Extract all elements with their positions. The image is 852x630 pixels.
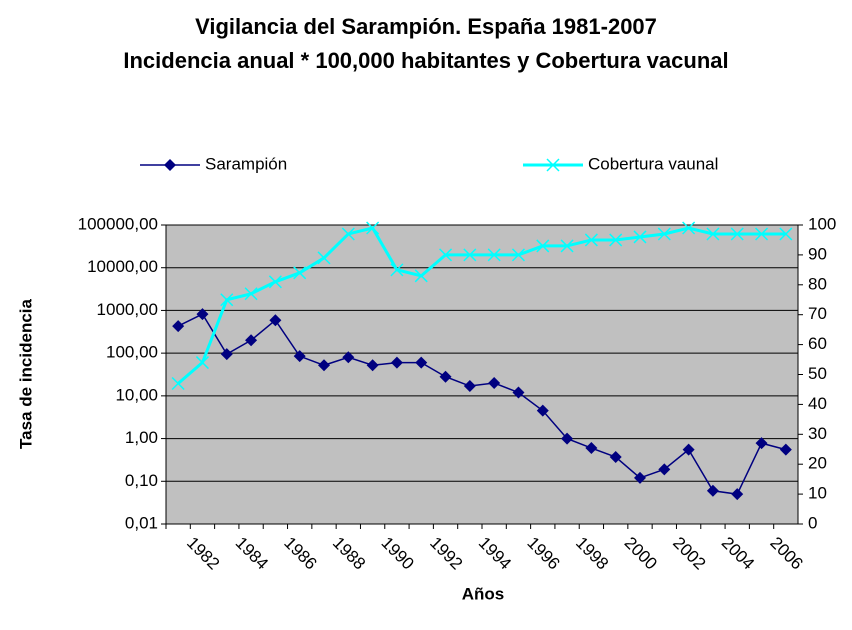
- y2-tick-label: 20: [808, 454, 827, 473]
- data-point: [706, 227, 720, 241]
- x-tick-label: 1998: [572, 533, 612, 573]
- x-tick-label: 2002: [669, 533, 709, 573]
- data-point: [585, 442, 598, 455]
- y2-tick-label: 60: [808, 334, 827, 353]
- x-tick-label: 1996: [523, 533, 563, 573]
- x-tick-label: 1982: [183, 533, 223, 573]
- data-point: [511, 248, 525, 262]
- chart-title: Vigilancia del Sarampión. España 1981-20…: [76, 10, 776, 78]
- data-point: [682, 221, 696, 235]
- x-tick-label: 2006: [766, 533, 806, 573]
- y-tick-label: 0,01: [125, 513, 158, 532]
- data-point: [220, 293, 234, 307]
- data-point: [414, 269, 428, 283]
- data-point: [317, 251, 331, 265]
- data-point: [706, 484, 719, 497]
- data-point: [536, 239, 550, 253]
- data-point: [366, 221, 380, 235]
- data-point: [164, 159, 176, 171]
- y2-tick-label: 50: [808, 364, 827, 383]
- data-point: [560, 239, 574, 253]
- data-point: [755, 437, 768, 450]
- x-tick-label: 1986: [280, 533, 320, 573]
- y-tick-label: 100,00: [106, 343, 158, 362]
- series-line: [177, 313, 787, 495]
- data-point: [195, 356, 209, 370]
- data-point: [244, 287, 258, 301]
- y2-tick-label: 70: [808, 304, 827, 323]
- data-point: [755, 227, 769, 241]
- x-tick-label: 1984: [232, 533, 272, 573]
- data-point: [779, 443, 792, 456]
- data-point: [245, 334, 258, 347]
- data-point: [657, 227, 671, 241]
- data-point: [269, 314, 282, 327]
- y-tick-label: 1000,00: [97, 300, 158, 319]
- data-point: [268, 275, 282, 289]
- y2-tick-label: 10: [808, 484, 827, 503]
- data-point: [658, 463, 671, 476]
- y2-tick-label: 30: [808, 424, 827, 443]
- data-point: [463, 248, 477, 262]
- data-point: [609, 451, 622, 464]
- x-tick-label: 2000: [621, 533, 661, 573]
- x-tick-label: 1994: [475, 533, 515, 573]
- data-point: [341, 227, 355, 241]
- data-point: [634, 471, 646, 484]
- legend-label: Sarampión: [205, 154, 287, 173]
- data-point: [220, 348, 233, 361]
- data-point: [196, 308, 209, 321]
- data-point: [633, 230, 647, 244]
- y-tick-label: 10,00: [115, 385, 158, 404]
- data-point: [584, 233, 598, 247]
- data-point: [731, 488, 744, 501]
- data-point: [609, 233, 623, 247]
- data-point: [512, 386, 525, 399]
- data-point: [779, 227, 793, 241]
- data-point: [293, 350, 306, 363]
- data-point: [390, 356, 403, 369]
- x-axis-label: Años: [462, 584, 505, 603]
- data-point: [546, 158, 560, 172]
- data-point: [172, 320, 185, 333]
- data-point: [488, 376, 501, 389]
- y2-tick-label: 100: [808, 214, 836, 233]
- data-point: [561, 432, 574, 445]
- data-point: [439, 370, 452, 383]
- y2-tick-label: 90: [808, 244, 827, 263]
- x-tick-label: 1992: [426, 533, 466, 573]
- y2-tick-label: 40: [808, 394, 827, 413]
- x-tick-label: 1990: [378, 533, 418, 573]
- x-tick-label: 1988: [329, 533, 369, 573]
- data-point: [415, 356, 428, 369]
- data-point: [390, 263, 404, 277]
- y2-tick-label: 0: [808, 513, 817, 532]
- y-tick-label: 0,10: [125, 471, 158, 490]
- data-point: [318, 359, 330, 372]
- data-point: [536, 404, 549, 417]
- data-point: [730, 227, 744, 241]
- data-point: [487, 248, 501, 262]
- y-axis-label: Tasa de incidencia: [16, 299, 35, 449]
- plot-area: [166, 225, 798, 524]
- series-line: [177, 226, 786, 385]
- data-point: [439, 248, 453, 262]
- legend-label: Cobertura vaunal: [588, 154, 718, 173]
- title-line: Incidencia anual * 100,000 habitantes y …: [123, 48, 729, 73]
- data-point: [342, 351, 355, 364]
- y-tick-label: 1,00: [125, 428, 158, 447]
- data-point: [171, 376, 185, 391]
- y-tick-label: 10000,00: [87, 257, 158, 276]
- data-point: [293, 266, 307, 280]
- y-tick-label: 100000,00: [78, 214, 158, 233]
- y2-tick-label: 80: [808, 274, 827, 293]
- data-point: [682, 443, 695, 456]
- x-tick-label: 2004: [718, 533, 758, 573]
- data-point: [463, 380, 476, 393]
- title-line: Vigilancia del Sarampión. España 1981-20…: [195, 14, 657, 39]
- data-point: [366, 359, 379, 372]
